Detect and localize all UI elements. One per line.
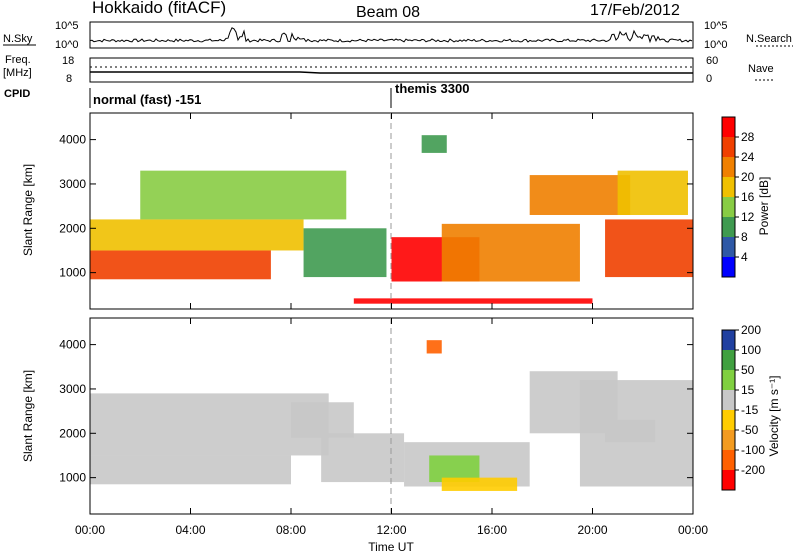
power-colorbar-segment-2 [722, 217, 735, 237]
power-ytick-label-0: 1000 [59, 266, 86, 280]
power-colorbar-segment-4 [722, 177, 735, 197]
velocity-colorbar-segment-4 [722, 390, 735, 410]
xtick-label-0: 00:00 [75, 523, 105, 537]
power-colorbar-tick-label-2: 12 [741, 210, 755, 224]
beam-title: Beam 08 [356, 4, 420, 21]
velocity-colorbar-tick-label-6: 100 [741, 343, 761, 357]
freq-tick-top: 18 [62, 55, 74, 67]
velocity-colorbar-tick-label-1: -100 [741, 443, 765, 457]
cpid-mode-2-label: themis 3300 [395, 81, 469, 96]
nsky-tick-bottom: 10^0 [55, 39, 79, 51]
power-colorbar-tick-label-0: 4 [741, 250, 748, 264]
velocity-colorbar-segment-1 [722, 450, 735, 470]
power-region-0 [90, 250, 271, 280]
velocity-colorbar-segment-6 [722, 350, 735, 370]
velocity-colorbar-tick-label-5: 50 [741, 363, 755, 377]
power-ytick-label-2: 3000 [59, 177, 86, 191]
power-colorbar-segment-3 [722, 197, 735, 217]
velocity-ytick-label-1: 2000 [59, 426, 86, 440]
velocity-colorbar-tick-label-2: -50 [741, 423, 759, 437]
power-colorbar-segment-1 [722, 237, 735, 257]
nsky-tick-top: 10^5 [55, 20, 79, 32]
power-region-7 [421, 135, 447, 153]
velocity-colorbar: -200 -100 -50 -15 15 50 100 200 [721, 323, 765, 491]
velocity-colorbar-segment-2 [722, 430, 735, 450]
power-colorbar-segment-0 [722, 257, 735, 277]
velocity-colorbar-tick-label-0: -200 [741, 463, 765, 477]
freq-tick-bottom: 8 [66, 73, 72, 85]
power-colorbar-tick-label-6: 28 [741, 130, 755, 144]
power-heatmap [90, 135, 693, 304]
velocity-colorbar-tick-label-7: 200 [741, 323, 761, 337]
power-colorbar-tick-label-3: 16 [741, 190, 755, 204]
velocity-colorbar-segment-0 [722, 470, 735, 490]
velocity-y-axis-label: Slant Range [km] [21, 370, 35, 462]
power-region-10 [617, 170, 688, 215]
nsearch-tick-top: 10^5 [704, 20, 728, 32]
velocity-colorbar-segment-3 [722, 410, 735, 430]
nsearch-label: N.Search [746, 33, 792, 45]
freq-label: Freq. [5, 54, 31, 66]
xtick-label-6: 00:00 [678, 523, 708, 537]
radar-title: Hokkaido (fitACF) [92, 0, 226, 17]
power-region-4 [353, 298, 593, 304]
xtick-label-1: 04:00 [175, 523, 205, 537]
velocity-colorbar-segment-5 [722, 370, 735, 390]
power-ytick-label-3: 4000 [59, 133, 86, 147]
power-region-1 [90, 219, 304, 251]
nsky-series [89, 27, 693, 44]
power-region-9 [605, 219, 693, 278]
power-region-8 [529, 175, 631, 215]
cpid-mode-1-label: normal (fast) -151 [93, 92, 201, 107]
xtick-label-3: 12:00 [376, 523, 406, 537]
power-colorbar-label: Power [dB] [757, 177, 771, 236]
velocity-colorbar-label: Velocity [m s⁻¹] [767, 375, 781, 456]
velocity-y-axis: 1000 2000 3000 4000 [59, 338, 693, 485]
nsearch-tick-bottom: 10^0 [704, 39, 728, 51]
freq-strip [89, 57, 694, 83]
xtick-label-5: 20:00 [577, 523, 607, 537]
power-colorbar-tick-label-5: 24 [741, 150, 755, 164]
power-y-axis: 1000 2000 3000 4000 [59, 133, 693, 280]
cpid-label: CPID [4, 88, 30, 100]
velocity-region-10 [605, 419, 656, 443]
power-colorbar-segment-6 [722, 137, 735, 157]
power-colorbar-tick-label-4: 20 [741, 170, 755, 184]
velocity-region-6 [441, 477, 518, 491]
nsky-strip [89, 21, 694, 49]
power-colorbar-segment-7 [722, 117, 735, 137]
freq-series [90, 71, 693, 74]
velocity-heatmap [90, 340, 693, 491]
velocity-region-2 [291, 402, 354, 438]
power-region-6 [441, 223, 580, 282]
velocity-region-1 [90, 393, 329, 456]
velocity-ytick-label-0: 1000 [59, 471, 86, 485]
nsky-label: N.Sky [3, 33, 33, 45]
velocity-colorbar-segment-7 [722, 330, 735, 350]
power-region-2 [140, 170, 347, 220]
velocity-region-0 [90, 455, 291, 485]
velocity-colorbar-tick-label-3: -15 [741, 403, 759, 417]
time-x-axis: 00:00 04:00 08:00 12:00 16:00 20:00 00:00 [75, 113, 708, 537]
nave-tick-top: 60 [706, 55, 718, 67]
velocity-ytick-label-3: 4000 [59, 338, 86, 352]
power-ytick-label-1: 2000 [59, 221, 86, 235]
nave-label: Nave [748, 63, 774, 75]
velocity-region-7 [426, 340, 442, 354]
power-region-3 [303, 228, 387, 278]
power-colorbar-segment-5 [722, 157, 735, 177]
x-axis-label: Time UT [368, 540, 414, 554]
date-title: 17/Feb/2012 [590, 2, 680, 19]
freq-unit-label: [MHz] [3, 67, 32, 79]
nave-tick-bottom: 0 [706, 73, 712, 85]
power-y-axis-label: Slant Range [km] [21, 164, 35, 256]
velocity-colorbar-tick-label-4: 15 [741, 383, 755, 397]
power-colorbar-tick-label-1: 8 [741, 230, 748, 244]
velocity-region-3 [321, 433, 405, 483]
xtick-label-4: 16:00 [477, 523, 507, 537]
power-colorbar: 4 8 12 16 20 24 28 [721, 116, 755, 278]
xtick-label-2: 08:00 [276, 523, 306, 537]
velocity-ytick-label-2: 3000 [59, 382, 86, 396]
